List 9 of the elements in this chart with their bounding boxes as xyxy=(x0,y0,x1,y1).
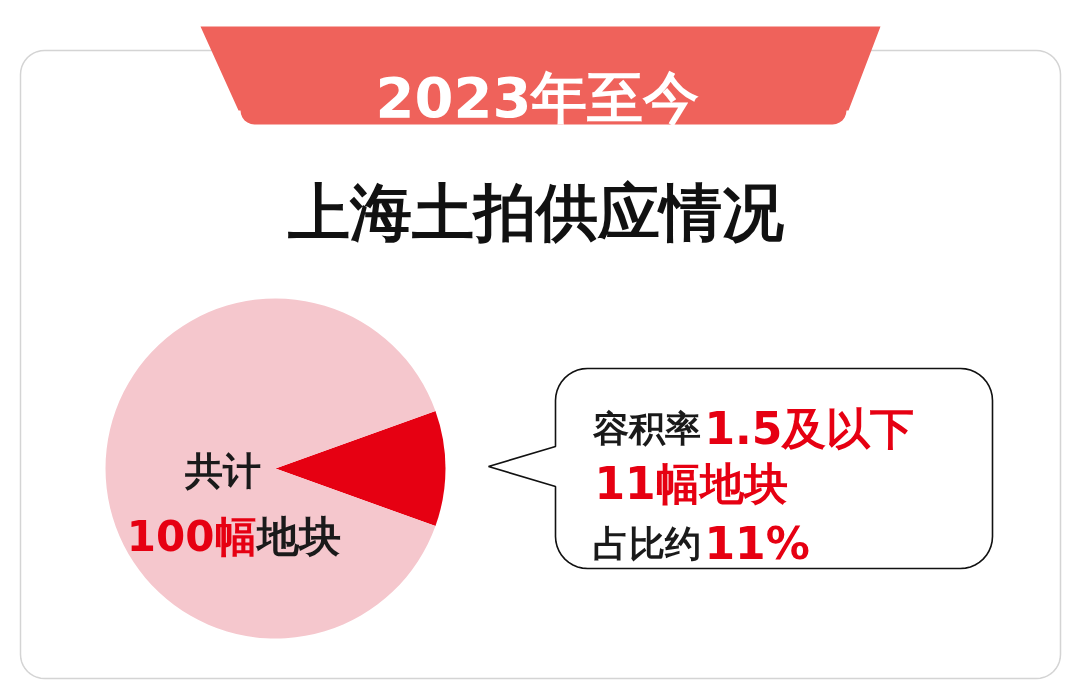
text: 100幅 xyxy=(126,512,257,561)
chart-subtitle: 上海土拍供应情况 xyxy=(287,176,784,249)
text: 1.5及以下 xyxy=(704,403,915,454)
text: 11% xyxy=(704,518,810,569)
text: 占比约 xyxy=(592,523,701,564)
text: 容积率 xyxy=(591,408,701,449)
chart-title: 2023年至今 xyxy=(375,65,700,130)
text: 11幅地块 xyxy=(594,458,788,509)
text: 共计 xyxy=(183,448,261,493)
